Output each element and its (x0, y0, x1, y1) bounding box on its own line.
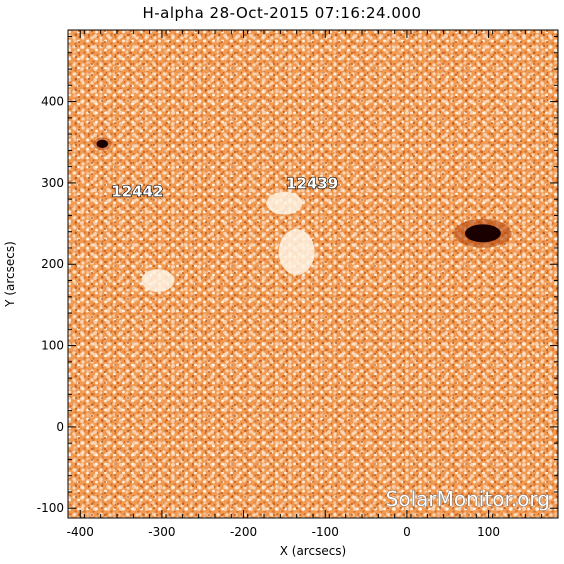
x-tick-label: 100 (477, 525, 500, 539)
x-tick-label: -200 (230, 525, 257, 539)
bright-plage-0 (266, 191, 303, 215)
bright-plage-1 (278, 229, 315, 275)
plage-layer (141, 191, 315, 292)
y-tick-label: 300 (41, 176, 64, 190)
y-tick-label: -100 (37, 501, 64, 515)
y-tick-label: 400 (41, 95, 64, 109)
y-tick-label: 100 (41, 339, 64, 353)
y-axis-title: Y (arcsecs) (3, 241, 17, 308)
axis-ticks: -400 -300 -200 -100 0 100 -100 0 100 200 300 400 (37, 30, 559, 539)
x-tick-label: -400 (67, 525, 94, 539)
bright-plage-2 (141, 269, 175, 292)
active-region-label: 12439 (286, 175, 338, 193)
solarmonitor-watermark: SolarMonitor.org (386, 487, 550, 511)
x-tick-label: 0 (403, 525, 411, 539)
sunspot-1 (96, 139, 109, 148)
sunspot-0 (464, 224, 501, 243)
sunspot-layer (93, 137, 512, 248)
x-axis-title: X (arcsecs) (280, 544, 347, 558)
active-region-label: 12442 (111, 183, 163, 201)
solar-disk-image (68, 30, 558, 518)
y-tick-label: 200 (41, 257, 64, 271)
y-tick-label: 0 (56, 420, 64, 434)
chromosphere-texture-overlay (68, 30, 558, 518)
region-labels: 12442 12439 (111, 174, 339, 201)
x-tick-label: -100 (312, 525, 339, 539)
image-title: H-alpha 28-Oct-2015 07:16:24.000 (142, 4, 422, 22)
x-tick-label: -300 (148, 525, 175, 539)
